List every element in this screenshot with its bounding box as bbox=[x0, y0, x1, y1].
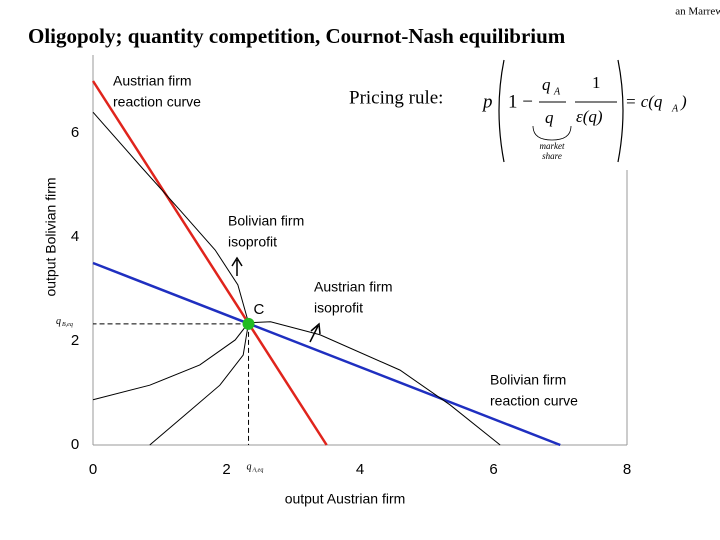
arrow bbox=[231, 256, 243, 276]
note: share bbox=[542, 151, 562, 161]
annotation: Bolivian firm bbox=[490, 372, 566, 388]
series-line bbox=[92, 321, 501, 446]
annotation: reaction curve bbox=[113, 94, 201, 110]
formula: q bbox=[545, 108, 554, 127]
formula: A bbox=[671, 103, 679, 114]
formula: ε(q) bbox=[576, 107, 603, 126]
pricing-label: Pricing rule: bbox=[349, 87, 443, 108]
x-tick-label: 2 bbox=[222, 461, 230, 478]
annotation: Austrian firm bbox=[113, 73, 192, 89]
x-tick-label: 0 bbox=[89, 461, 97, 478]
y-tick-label: 2 bbox=[71, 332, 79, 349]
annotation: isoprofit bbox=[314, 300, 363, 316]
plot: 0 2 4 6 8 0 2 4 6 output Austrian firm output Boli… bbox=[43, 73, 631, 507]
y-tick-label: 6 bbox=[71, 124, 79, 141]
guide bbox=[93, 323, 250, 445]
formula: 1 bbox=[592, 73, 601, 92]
paren bbox=[617, 59, 624, 163]
point-label: C bbox=[254, 301, 265, 318]
y-tick-label: 4 bbox=[71, 228, 79, 245]
annotation: reaction curve bbox=[490, 393, 578, 409]
formula: = c(q bbox=[625, 92, 663, 111]
formula: A bbox=[553, 86, 561, 97]
formula-bg bbox=[470, 58, 630, 168]
x-tick-label: 4 bbox=[356, 461, 364, 478]
annotation: isoprofit bbox=[228, 234, 277, 250]
paren bbox=[498, 59, 505, 163]
series-line bbox=[92, 111, 250, 446]
x-axis-label: output Austrian firm bbox=[285, 491, 406, 507]
x-tick-label: 8 bbox=[623, 461, 631, 478]
note: market bbox=[540, 141, 565, 151]
eq-label: q bbox=[56, 316, 61, 327]
formula: 1 − bbox=[508, 91, 533, 112]
annotation: Bolivian firm bbox=[228, 213, 304, 229]
formula-p: p bbox=[481, 91, 493, 112]
formula: ) bbox=[680, 92, 687, 111]
y-axis-label: output Bolivian firm bbox=[43, 177, 59, 296]
title: Oligopoly; quantity competition, Cournot… bbox=[28, 24, 566, 48]
formula: q bbox=[542, 75, 551, 94]
author: an Marrewijk bbox=[675, 6, 720, 18]
series-line bbox=[91, 80, 328, 446]
annotation: Austrian firm bbox=[314, 279, 393, 295]
equilibrium-point bbox=[242, 317, 255, 330]
eq-label-sub: A,eq bbox=[252, 467, 264, 473]
arrow bbox=[309, 322, 321, 343]
x-tick-label: 6 bbox=[489, 461, 497, 478]
pricing-rule: Pricing rule: p 1 − q A q 1 ε(q) = c(q A… bbox=[349, 58, 687, 168]
eq-label-sub: B,eq bbox=[62, 322, 73, 328]
y-tick-label: 0 bbox=[71, 436, 79, 453]
eq-label: q bbox=[247, 461, 252, 472]
brace bbox=[532, 125, 572, 141]
series-line bbox=[92, 261, 561, 447]
